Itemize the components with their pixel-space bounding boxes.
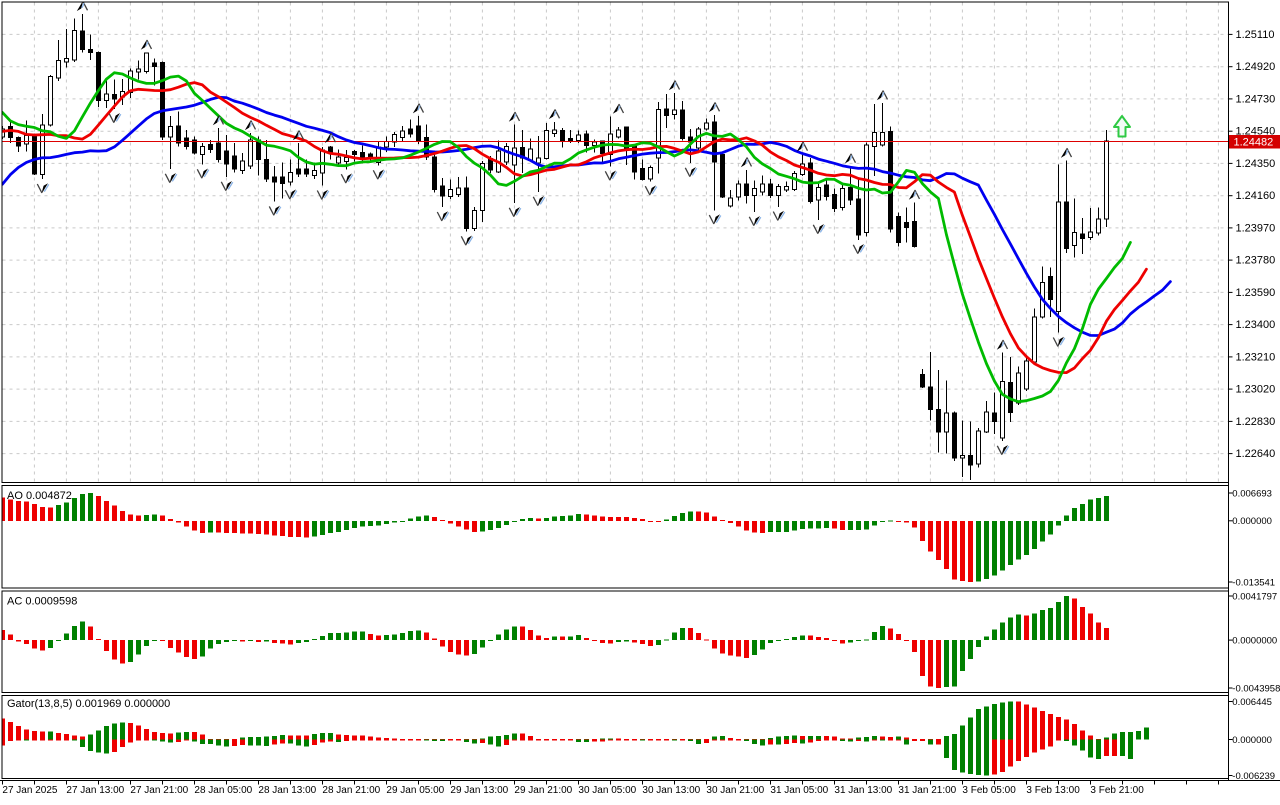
svg-text:31 Jan 05:00: 31 Jan 05:00 [770, 785, 828, 796]
svg-text:1.23780: 1.23780 [1236, 255, 1276, 267]
svg-text:28 Jan 21:00: 28 Jan 21:00 [322, 785, 380, 796]
svg-text:0.000000: 0.000000 [1232, 735, 1272, 746]
svg-text:27 Jan 13:00: 27 Jan 13:00 [66, 785, 124, 796]
svg-text:1.24540: 1.24540 [1236, 126, 1276, 138]
svg-text:3 Feb 13:00: 3 Feb 13:00 [1026, 785, 1080, 796]
svg-text:30 Jan 13:00: 30 Jan 13:00 [642, 785, 700, 796]
svg-text:1.24160: 1.24160 [1236, 190, 1276, 202]
svg-text:-0.006239: -0.006239 [1232, 771, 1275, 782]
svg-text:AC 0.0009598: AC 0.0009598 [7, 596, 77, 608]
svg-text:31 Jan 13:00: 31 Jan 13:00 [834, 785, 892, 796]
svg-text:-0.0043958: -0.0043958 [1232, 683, 1280, 694]
svg-text:3 Feb 05:00: 3 Feb 05:00 [962, 785, 1016, 796]
svg-text:27 Jan 2025: 27 Jan 2025 [2, 785, 57, 796]
svg-text:30 Jan 05:00: 30 Jan 05:00 [578, 785, 636, 796]
svg-text:29 Jan 13:00: 29 Jan 13:00 [450, 785, 508, 796]
svg-text:1.25110: 1.25110 [1236, 29, 1275, 41]
svg-text:27 Jan 21:00: 27 Jan 21:00 [130, 785, 188, 796]
svg-text:28 Jan 13:00: 28 Jan 13:00 [258, 785, 316, 796]
svg-text:3 Feb 21:00: 3 Feb 21:00 [1090, 785, 1144, 796]
svg-text:Gator(13,8,5) 0.001969 0.00000: Gator(13,8,5) 0.001969 0.000000 [7, 698, 170, 710]
svg-text:1.23400: 1.23400 [1236, 319, 1276, 331]
svg-text:1.22640: 1.22640 [1236, 448, 1276, 460]
svg-text:28 Jan 05:00: 28 Jan 05:00 [194, 785, 252, 796]
svg-text:1.24730: 1.24730 [1236, 93, 1276, 105]
svg-text:31 Jan 21:00: 31 Jan 21:00 [898, 785, 956, 796]
svg-text:-0.013541: -0.013541 [1232, 577, 1275, 588]
svg-text:29 Jan 05:00: 29 Jan 05:00 [386, 785, 444, 796]
svg-text:29 Jan 21:00: 29 Jan 21:00 [514, 785, 572, 796]
svg-text:1.24482: 1.24482 [1234, 137, 1274, 149]
svg-text:0.000000: 0.000000 [1232, 516, 1272, 527]
svg-text:1.23210: 1.23210 [1236, 351, 1276, 363]
svg-text:0.006445: 0.006445 [1232, 697, 1272, 708]
svg-text:1.24350: 1.24350 [1236, 158, 1276, 170]
svg-text:0.0000000: 0.0000000 [1232, 635, 1277, 646]
svg-text:1.22830: 1.22830 [1236, 416, 1276, 428]
svg-text:0.0041797: 0.0041797 [1232, 591, 1277, 602]
svg-text:0.006693: 0.006693 [1232, 488, 1272, 499]
svg-text:1.23590: 1.23590 [1236, 287, 1276, 299]
svg-text:AO 0.004872: AO 0.004872 [7, 490, 72, 502]
svg-text:30 Jan 21:00: 30 Jan 21:00 [706, 785, 764, 796]
svg-text:1.23020: 1.23020 [1236, 384, 1276, 396]
svg-text:1.24920: 1.24920 [1236, 61, 1276, 73]
svg-text:1.23970: 1.23970 [1236, 222, 1276, 234]
